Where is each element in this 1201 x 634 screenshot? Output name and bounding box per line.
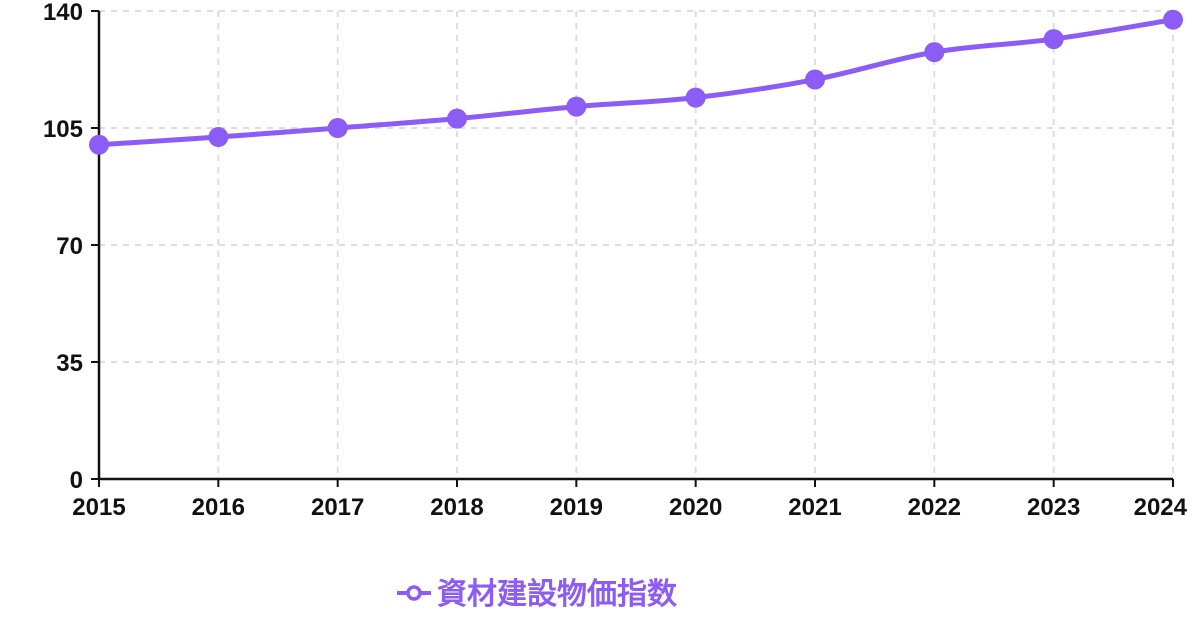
data-point-2019[interactable] <box>566 96 587 117</box>
data-point-2024[interactable] <box>1163 9 1183 30</box>
x-tick-label: 2022 <box>908 494 961 521</box>
x-tick-label: 2018 <box>430 494 483 521</box>
y-tick-label: 0 <box>70 467 83 494</box>
legend-marker-icon <box>406 585 422 601</box>
y-axis-ticks: 0 35 70 105 140 <box>43 0 99 494</box>
y-tick-label: 105 <box>43 116 83 143</box>
x-tick-label: 2023 <box>1027 494 1080 521</box>
x-tick-label: 2019 <box>550 494 603 521</box>
data-point-2022[interactable] <box>924 42 945 63</box>
legend[interactable]: 資材建設物価指数 <box>397 577 678 612</box>
x-axis-ticks: 2015 2016 2017 2018 2019 2020 2021 2022 2023 2024 <box>72 479 1188 521</box>
x-tick-label: 2016 <box>192 494 245 521</box>
data-point-2018[interactable] <box>447 108 467 129</box>
data-point-2023[interactable] <box>1043 29 1064 50</box>
data-point-2017[interactable] <box>327 118 348 138</box>
y-tick-label: 140 <box>43 0 83 26</box>
x-tick-label: 2024 <box>1134 494 1188 521</box>
y-tick-label: 35 <box>56 350 83 377</box>
data-point-2020[interactable] <box>685 87 706 108</box>
data-point-2015[interactable] <box>89 134 109 155</box>
grid-lines <box>99 10 1174 479</box>
x-tick-label: 2020 <box>669 494 722 521</box>
series-layer <box>89 9 1183 155</box>
legend-label: 資材建設物価指数 <box>437 577 678 612</box>
x-tick-label: 2017 <box>311 494 364 521</box>
series-line <box>96 17 1176 148</box>
x-tick-label: 2015 <box>72 494 125 521</box>
y-tick-label: 70 <box>56 233 83 260</box>
x-tick-label: 2021 <box>788 494 841 521</box>
data-point-2016[interactable] <box>208 127 229 148</box>
data-point-2021[interactable] <box>805 69 825 90</box>
